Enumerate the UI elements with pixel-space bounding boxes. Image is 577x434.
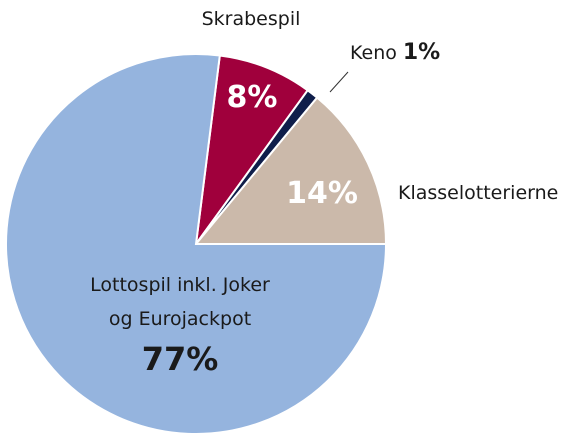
value-label: 77% bbox=[141, 340, 219, 378]
category-label: Lottospil inkl. Joker og Eurojackpot bbox=[90, 274, 270, 330]
leader-line bbox=[329, 71, 349, 93]
pie-slice bbox=[195, 54, 310, 245]
category-label: Skrabespil bbox=[201, 8, 301, 30]
pie-slice bbox=[5, 53, 388, 434]
category-label: Keno 1% bbox=[350, 36, 440, 70]
category-label: Klasselotterierne bbox=[398, 182, 559, 204]
value-label: 1% bbox=[402, 40, 441, 65]
pie-slice bbox=[193, 96, 388, 245]
value-label: 14% bbox=[286, 176, 358, 211]
category-label: Keno bbox=[350, 42, 397, 64]
value-label: 8% bbox=[226, 80, 278, 115]
